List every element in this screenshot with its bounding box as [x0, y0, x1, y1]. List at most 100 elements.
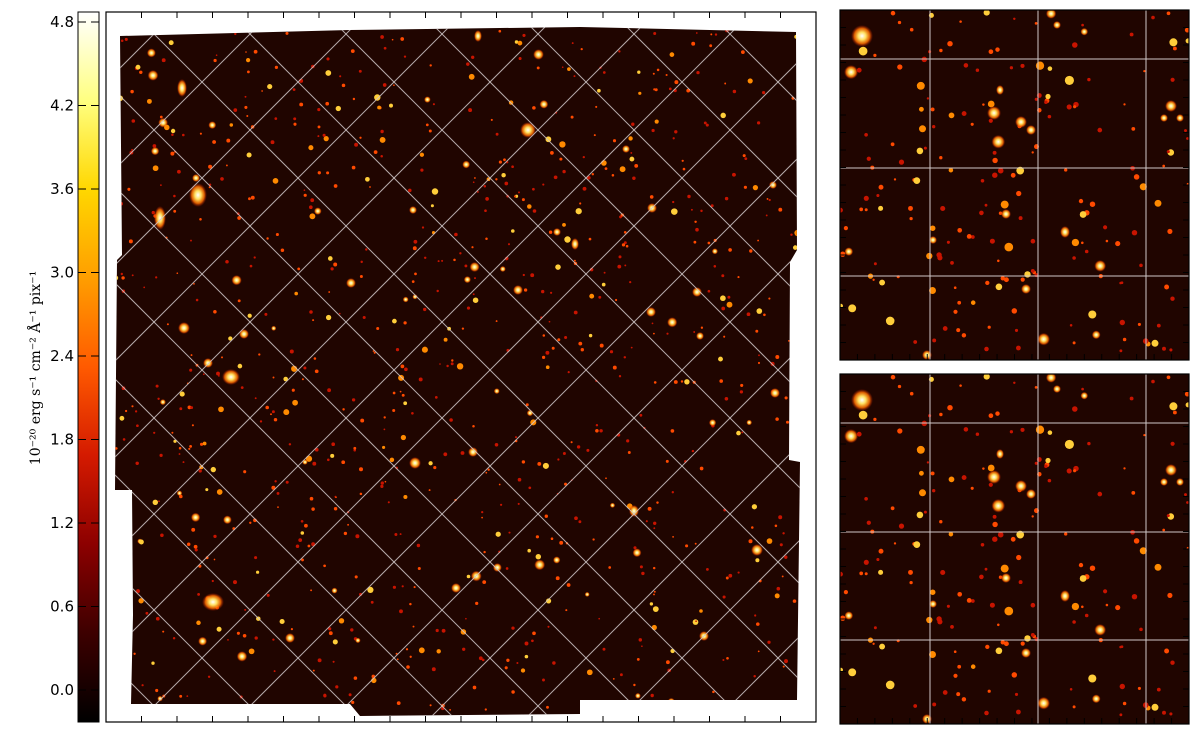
- source-blob: [898, 523, 905, 529]
- source-blob: [1087, 441, 1091, 446]
- source-blob: [231, 275, 242, 286]
- source-blob: [355, 534, 360, 539]
- source-blob: [1088, 310, 1097, 319]
- source-blob: [428, 489, 431, 492]
- source-blob: [542, 183, 545, 186]
- source-blob: [535, 535, 540, 539]
- source-blob: [437, 260, 440, 263]
- bright-source: [202, 593, 224, 611]
- source-blob: [288, 443, 292, 446]
- source-blob: [396, 658, 399, 661]
- source-blob: [1119, 683, 1126, 690]
- source-blob: [879, 643, 886, 650]
- colorbar-label: 10⁻²⁰ erg s⁻¹ cm⁻² Å⁻¹ pix⁻¹: [26, 271, 44, 465]
- source-blob: [1064, 168, 1068, 172]
- source-blob: [435, 628, 439, 633]
- source-blob: [541, 289, 545, 294]
- source-blob: [253, 256, 256, 259]
- source-blob: [1166, 11, 1171, 16]
- source-blob: [309, 310, 313, 314]
- source-blob: [472, 181, 475, 184]
- source-blob: [1020, 427, 1025, 432]
- source-blob: [391, 38, 394, 41]
- source-blob: [1003, 277, 1009, 283]
- bright-source: [1176, 114, 1184, 122]
- source-blob: [626, 439, 630, 443]
- source-blob: [179, 407, 183, 411]
- source-blob: [173, 209, 177, 213]
- source-blob: [1115, 605, 1121, 611]
- source-blob: [141, 684, 144, 687]
- source-blob: [1024, 635, 1031, 642]
- source-blob: [293, 117, 297, 121]
- source-blob: [331, 442, 336, 447]
- source-blob: [966, 598, 972, 603]
- source-blob: [146, 48, 156, 58]
- source-blob: [893, 542, 897, 545]
- source-blob: [909, 27, 914, 32]
- source-blob: [724, 196, 729, 201]
- source-blob: [548, 320, 551, 323]
- main-image-panel: [105, 11, 817, 723]
- source-blob: [1078, 198, 1084, 204]
- source-blob: [341, 460, 346, 465]
- source-blob: [245, 51, 247, 53]
- source-blob: [1031, 151, 1034, 154]
- source-blob: [599, 343, 604, 348]
- source-blob: [595, 423, 599, 427]
- source-blob: [494, 443, 499, 447]
- source-blob: [399, 533, 402, 536]
- source-blob: [302, 459, 308, 465]
- source-blob: [521, 460, 526, 464]
- source-blob: [718, 356, 723, 362]
- source-blob: [514, 436, 518, 439]
- source-blob: [472, 297, 479, 303]
- source-blob: [157, 695, 163, 702]
- source-blob: [649, 195, 654, 199]
- source-blob: [840, 615, 846, 621]
- source-blob: [1185, 402, 1189, 408]
- bright-source: [1176, 478, 1184, 486]
- source-blob: [297, 267, 301, 271]
- source-blob: [274, 117, 278, 120]
- source-blob: [792, 245, 798, 250]
- source-blob: [280, 248, 285, 252]
- source-blob: [197, 592, 201, 596]
- source-blob: [138, 598, 144, 604]
- source-blob: [953, 286, 957, 290]
- source-blob: [983, 374, 990, 380]
- source-blob: [743, 185, 747, 189]
- source-blob: [639, 413, 643, 417]
- source-blob: [956, 328, 961, 333]
- source-blob: [580, 348, 584, 352]
- source-blob: [575, 208, 582, 215]
- source-blob: [995, 283, 1003, 291]
- source-blob: [672, 535, 675, 538]
- source-blob: [521, 198, 525, 202]
- source-blob: [979, 210, 984, 216]
- source-blob: [1084, 249, 1089, 254]
- source-blob: [303, 189, 306, 192]
- source-blob: [711, 248, 718, 255]
- source-blob: [601, 282, 606, 287]
- source-blob: [632, 176, 636, 180]
- source-blob: [557, 338, 561, 342]
- source-blob: [612, 365, 617, 370]
- source-blob: [343, 531, 348, 536]
- source-blob: [136, 589, 140, 594]
- source-blob: [424, 96, 431, 103]
- source-blob: [961, 111, 967, 117]
- source-blob: [428, 129, 432, 133]
- source-blob: [576, 445, 581, 449]
- source-blob: [988, 118, 993, 123]
- source-blob: [782, 665, 785, 668]
- source-blob: [725, 576, 729, 580]
- source-blob: [218, 406, 224, 413]
- source-blob: [255, 570, 260, 574]
- source-blob: [856, 431, 862, 437]
- source-blob: [333, 506, 338, 511]
- source-blob: [671, 208, 678, 215]
- source-blob: [501, 172, 506, 178]
- source-blob: [923, 510, 927, 514]
